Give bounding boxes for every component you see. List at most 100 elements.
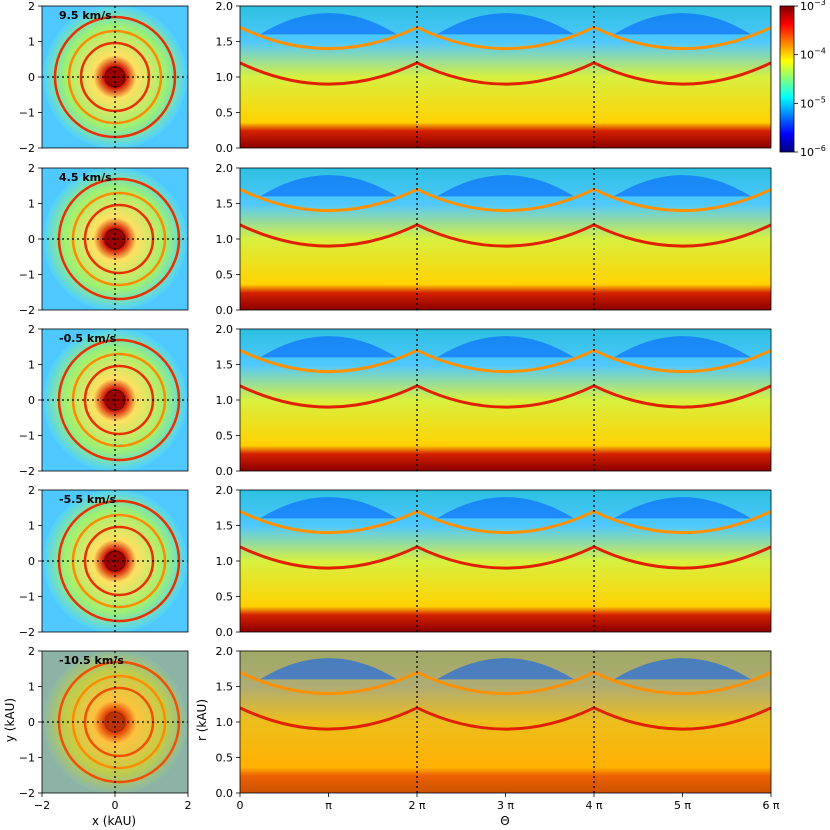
y-tick-label: 0.5 bbox=[216, 269, 234, 282]
r-theta-panel: 2.0 1.5 1.0 0.5 0.0 bbox=[216, 0, 772, 155]
y-tick-label: 2 bbox=[28, 484, 35, 497]
x-tick-label: 2 bbox=[185, 799, 192, 812]
y-tick-label: 1 bbox=[28, 520, 35, 533]
map-arc bbox=[593, 25, 771, 51]
y-tick-label: 2 bbox=[28, 162, 35, 175]
y-tick-label: −2 bbox=[19, 787, 35, 800]
map-arc bbox=[593, 670, 771, 696]
map-cavity bbox=[260, 658, 397, 680]
y-tick-label: −1 bbox=[19, 752, 35, 765]
map-arc bbox=[240, 223, 418, 248]
y-tick-label: 0.0 bbox=[216, 304, 234, 317]
y-tick-label: 0 bbox=[28, 233, 35, 246]
colorbar-tick-label: 10−5 bbox=[800, 95, 826, 110]
map-arc bbox=[240, 187, 418, 213]
map-arc bbox=[240, 509, 418, 535]
xy-panel: 4.5 km/s 2 1 0 −1 −2 bbox=[19, 162, 189, 317]
x-tick-label: 0 bbox=[112, 799, 119, 812]
xy-panels: 9.5 km/s 2 1 0 −1 −2 4.5 km/s 2 1 0 −1 −2 -0.5 km/s 2… bbox=[19, 0, 192, 812]
map-cavity bbox=[614, 175, 751, 197]
y-tick-label: 0.5 bbox=[216, 752, 234, 765]
y-tick-label: 0.0 bbox=[216, 142, 234, 155]
velocity-label: -0.5 km/s bbox=[59, 332, 117, 345]
r-theta-panel: 2.0 1.5 1.0 0.5 0.00 π 2 π 3 π 4 π 5 π 6 π bbox=[216, 645, 780, 812]
x-tick-label: π bbox=[325, 799, 332, 812]
map-arc bbox=[593, 223, 771, 248]
x-tick-label: 6 π bbox=[762, 799, 779, 812]
y-tick-label: 2.0 bbox=[216, 484, 234, 497]
map-arc bbox=[416, 545, 595, 570]
y-tick-label: 0.0 bbox=[216, 465, 234, 478]
colorbar-tick-label: 10−6 bbox=[800, 144, 826, 159]
y-tick-label: −1 bbox=[19, 107, 35, 120]
map-arc bbox=[240, 384, 418, 409]
right-y-axis-label: r (kAU) bbox=[195, 699, 209, 741]
y-tick-label: 1.0 bbox=[216, 555, 234, 568]
y-tick-label: 1.5 bbox=[216, 520, 234, 533]
r-theta-panel: 2.0 1.5 1.0 0.5 0.0 bbox=[216, 162, 772, 317]
velocity-label: -5.5 km/s bbox=[59, 493, 117, 506]
right-x-axis-label: Θ bbox=[500, 814, 509, 828]
xy-panel: -10.5 km/s 2 1 0 −1 −2−2 0 2 bbox=[19, 645, 192, 812]
y-tick-label: 2.0 bbox=[216, 0, 234, 13]
y-tick-label: 1 bbox=[28, 36, 35, 49]
map-cavity bbox=[260, 497, 397, 519]
map-arc bbox=[416, 384, 595, 409]
map-cavity bbox=[437, 658, 574, 680]
map-arc bbox=[240, 61, 418, 86]
y-tick-label: 1.0 bbox=[216, 716, 234, 729]
left-y-axis-label: y (kAU) bbox=[3, 698, 17, 742]
colorbar-tick-label: 10−4 bbox=[800, 47, 826, 62]
y-tick-label: −1 bbox=[19, 269, 35, 282]
map-cavity bbox=[614, 336, 751, 358]
map-arc bbox=[240, 348, 418, 374]
r-theta-panel: 2.0 1.5 1.0 0.5 0.0 bbox=[216, 484, 772, 639]
map-arc bbox=[240, 25, 418, 51]
colorbar-tick-label: 10−3 bbox=[800, 0, 826, 13]
y-tick-label: 2.0 bbox=[216, 162, 234, 175]
y-tick-label: −1 bbox=[19, 430, 35, 443]
y-tick-label: −1 bbox=[19, 591, 35, 604]
x-tick-label: 3 π bbox=[497, 799, 514, 812]
map-arc bbox=[416, 61, 595, 86]
y-tick-label: 1 bbox=[28, 681, 35, 694]
y-tick-label: 0.5 bbox=[216, 591, 234, 604]
map-cavity bbox=[437, 497, 574, 519]
map-arc bbox=[240, 670, 418, 696]
xy-panel: 9.5 km/s 2 1 0 −1 −2 bbox=[19, 0, 189, 155]
colorbar: 10−3 10−4 10−5 10−6 bbox=[779, 0, 826, 159]
y-tick-label: 1.0 bbox=[216, 394, 234, 407]
map-cavity bbox=[437, 336, 574, 358]
map-arc bbox=[593, 61, 771, 86]
r-theta-panel: 2.0 1.5 1.0 0.5 0.0 bbox=[216, 323, 772, 478]
y-tick-label: −2 bbox=[19, 304, 35, 317]
y-tick-label: 2 bbox=[28, 0, 35, 13]
y-tick-label: 2 bbox=[28, 645, 35, 658]
y-tick-label: 2.0 bbox=[216, 645, 234, 658]
map-cavity bbox=[260, 175, 397, 197]
map-arc bbox=[416, 223, 595, 248]
colorbar-gradient bbox=[779, 5, 795, 153]
map-arc bbox=[416, 348, 595, 374]
xy-panel: -0.5 km/s 2 1 0 −1 −2 bbox=[19, 323, 189, 478]
x-tick-label: 4 π bbox=[585, 799, 602, 812]
r-theta-map bbox=[240, 651, 771, 793]
velocity-label: 4.5 km/s bbox=[59, 171, 112, 184]
y-tick-label: 1.5 bbox=[216, 359, 234, 372]
y-tick-label: 1.5 bbox=[216, 198, 234, 211]
map-arc bbox=[416, 670, 595, 696]
y-tick-label: 0 bbox=[28, 394, 35, 407]
map-arc bbox=[416, 187, 595, 213]
left-x-axis-label: x (kAU) bbox=[92, 814, 136, 828]
r-theta-map bbox=[240, 6, 771, 148]
map-arc bbox=[416, 25, 595, 51]
map-arc bbox=[416, 509, 595, 535]
r-theta-panels: 2.0 1.5 1.0 0.5 0.0 2.0 1.5 1.0 0.5 0.0 2.0 1.5 1.0 0… bbox=[216, 0, 780, 812]
map-arc bbox=[593, 706, 771, 731]
map-cavity bbox=[260, 336, 397, 358]
x-tick-label: −2 bbox=[34, 799, 50, 812]
map-arc bbox=[593, 187, 771, 213]
map-cavity bbox=[614, 658, 751, 680]
velocity-label: -10.5 km/s bbox=[59, 654, 124, 667]
